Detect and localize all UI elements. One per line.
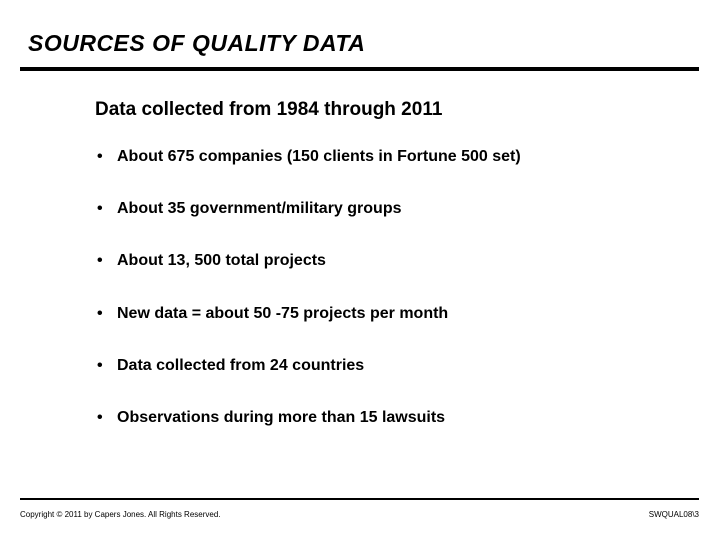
footer-rule xyxy=(20,498,699,500)
list-item: Data collected from 24 countries xyxy=(95,356,659,375)
list-item: About 675 companies (150 clients in Fort… xyxy=(95,147,659,166)
slide-id: SWQUAL08\3 xyxy=(649,510,699,519)
list-item: New data = about 50 -75 projects per mon… xyxy=(95,304,659,323)
list-item: About 35 government/military groups xyxy=(95,199,659,218)
content-area: Data collected from 1984 through 2011 Ab… xyxy=(95,99,659,427)
footer-row: Copyright © 2011 by Capers Jones. All Ri… xyxy=(20,510,699,519)
list-item: About 13, 500 total projects xyxy=(95,251,659,270)
slide: SOURCES OF QUALITY DATA Data collected f… xyxy=(0,0,719,539)
subheading: Data collected from 1984 through 2011 xyxy=(95,99,659,121)
copyright-text: Copyright © 2011 by Capers Jones. All Ri… xyxy=(20,510,221,519)
list-item: Observations during more than 15 lawsuit… xyxy=(95,408,659,427)
bullet-list: About 675 companies (150 clients in Fort… xyxy=(95,147,659,427)
title-rule xyxy=(20,67,699,71)
footer: Copyright © 2011 by Capers Jones. All Ri… xyxy=(20,498,699,519)
slide-title: SOURCES OF QUALITY DATA xyxy=(28,30,699,57)
